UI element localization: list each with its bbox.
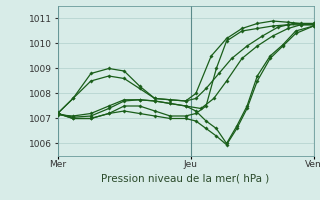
X-axis label: Pression niveau de la mer( hPa ): Pression niveau de la mer( hPa )	[101, 173, 270, 183]
